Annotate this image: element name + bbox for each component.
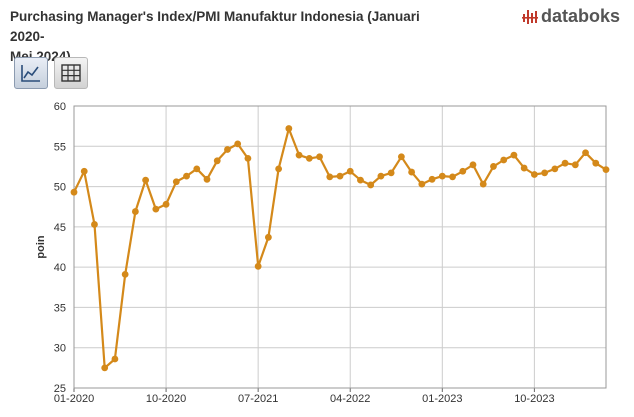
data-point-06-2020 (121, 270, 129, 278)
data-point-04-2021 (224, 146, 231, 153)
data-point-12-2020 (183, 172, 190, 180)
x-tick-label-07-2021: 07-2021 (238, 393, 278, 405)
data-point-09-2020 (152, 205, 160, 213)
data-point-04-2020 (101, 364, 109, 372)
data-point-08-2021 (264, 233, 272, 241)
line-chart-view-button[interactable] (14, 57, 48, 89)
data-point-12-2021 (305, 154, 313, 162)
data-point-03-2020 (91, 221, 98, 228)
data-point-11-2023 (541, 169, 549, 177)
data-point-04-2022 (346, 167, 354, 175)
data-point-07-2020 (131, 208, 139, 215)
title-line-1: Purchasing Manager's Index/PMI Manufaktu… (10, 9, 420, 44)
data-point-02-2021 (203, 175, 211, 183)
data-point-07-2022 (377, 172, 385, 180)
data-point-01-2023 (438, 172, 446, 180)
data-point-02-2024 (571, 161, 579, 169)
x-tick-label-04-2022: 04-2022 (330, 393, 370, 405)
plot-frame (73, 105, 607, 389)
data-point-07-2023 (500, 156, 508, 164)
data-point-10-2022 (408, 168, 416, 176)
brand-logo[interactable]: databoks (521, 6, 620, 27)
data-point-05-2020 (111, 355, 119, 363)
data-point-09-2023 (520, 164, 528, 172)
data-point-04-2023 (469, 161, 477, 169)
table-grid-icon (61, 64, 81, 82)
data-point-06-2021 (244, 154, 252, 162)
brand-name: databoks (540, 6, 620, 26)
series-line-pmi (73, 127, 607, 369)
data-point-10-2021 (285, 125, 293, 132)
y-tick-label-30: 30 (54, 343, 66, 355)
data-point-05-2022 (357, 176, 364, 184)
data-point-10-2023 (530, 171, 538, 178)
y-tick-label-55: 55 (54, 141, 66, 153)
y-tick-label-50: 50 (54, 182, 66, 194)
x-tick-label-10-2020: 10-2020 (146, 393, 186, 405)
data-point-09-2021 (275, 165, 283, 173)
axis-labels: 25 30 35 40 45 50 55 60 01-2020 10-2020 07-2021 04-… (35, 101, 555, 405)
data-point-05-2021 (234, 140, 242, 148)
data-point-08-2023 (510, 151, 518, 159)
table-view-button[interactable] (54, 57, 88, 89)
databoks-logo-icon (521, 9, 538, 24)
x-tick-label-01-2023: 01-2023 (422, 393, 462, 405)
data-point-02-2022 (326, 173, 334, 181)
data-point-04-2024 (592, 159, 600, 167)
data-point-08-2020 (142, 176, 150, 184)
data-point-01-2021 (193, 165, 201, 173)
axes (73, 105, 607, 392)
data-point-07-2021 (254, 262, 262, 270)
y-axis-label: poin (35, 235, 47, 258)
series-pmi (70, 125, 610, 372)
data-point-12-2023 (551, 165, 559, 173)
data-point-03-2022 (336, 172, 344, 180)
data-point-11-2020 (172, 178, 180, 186)
data-point-03-2023 (459, 167, 467, 175)
data-point-11-2022 (418, 180, 426, 188)
y-tick-label-25: 25 (54, 383, 66, 395)
grid-lines (73, 105, 606, 389)
y-tick-label-45: 45 (54, 222, 66, 234)
data-point-06-2022 (367, 181, 375, 189)
data-point-02-2020 (80, 167, 88, 175)
data-point-06-2023 (490, 163, 497, 170)
data-point-05-2024 (602, 166, 610, 174)
data-point-01-2020 (70, 188, 78, 196)
y-tick-label-60: 60 (54, 101, 66, 113)
data-point-10-2020 (162, 200, 170, 208)
line-chart-icon (21, 65, 40, 82)
y-tick-label-40: 40 (54, 262, 66, 274)
data-point-11-2021 (295, 151, 303, 159)
y-tick-label-35: 35 (54, 302, 66, 314)
data-point-12-2022 (428, 175, 436, 183)
data-point-03-2021 (213, 157, 221, 165)
data-point-05-2023 (479, 180, 487, 188)
data-point-02-2023 (449, 173, 456, 181)
x-tick-label-01-2020: 01-2020 (54, 393, 94, 405)
x-tick-label-10-2023: 10-2023 (514, 393, 554, 405)
data-point-03-2024 (582, 149, 589, 157)
data-point-01-2024 (561, 159, 569, 167)
data-point-09-2022 (397, 153, 405, 161)
view-toggle (14, 57, 88, 89)
data-point-08-2022 (387, 169, 395, 177)
data-point-01-2022 (316, 153, 323, 161)
